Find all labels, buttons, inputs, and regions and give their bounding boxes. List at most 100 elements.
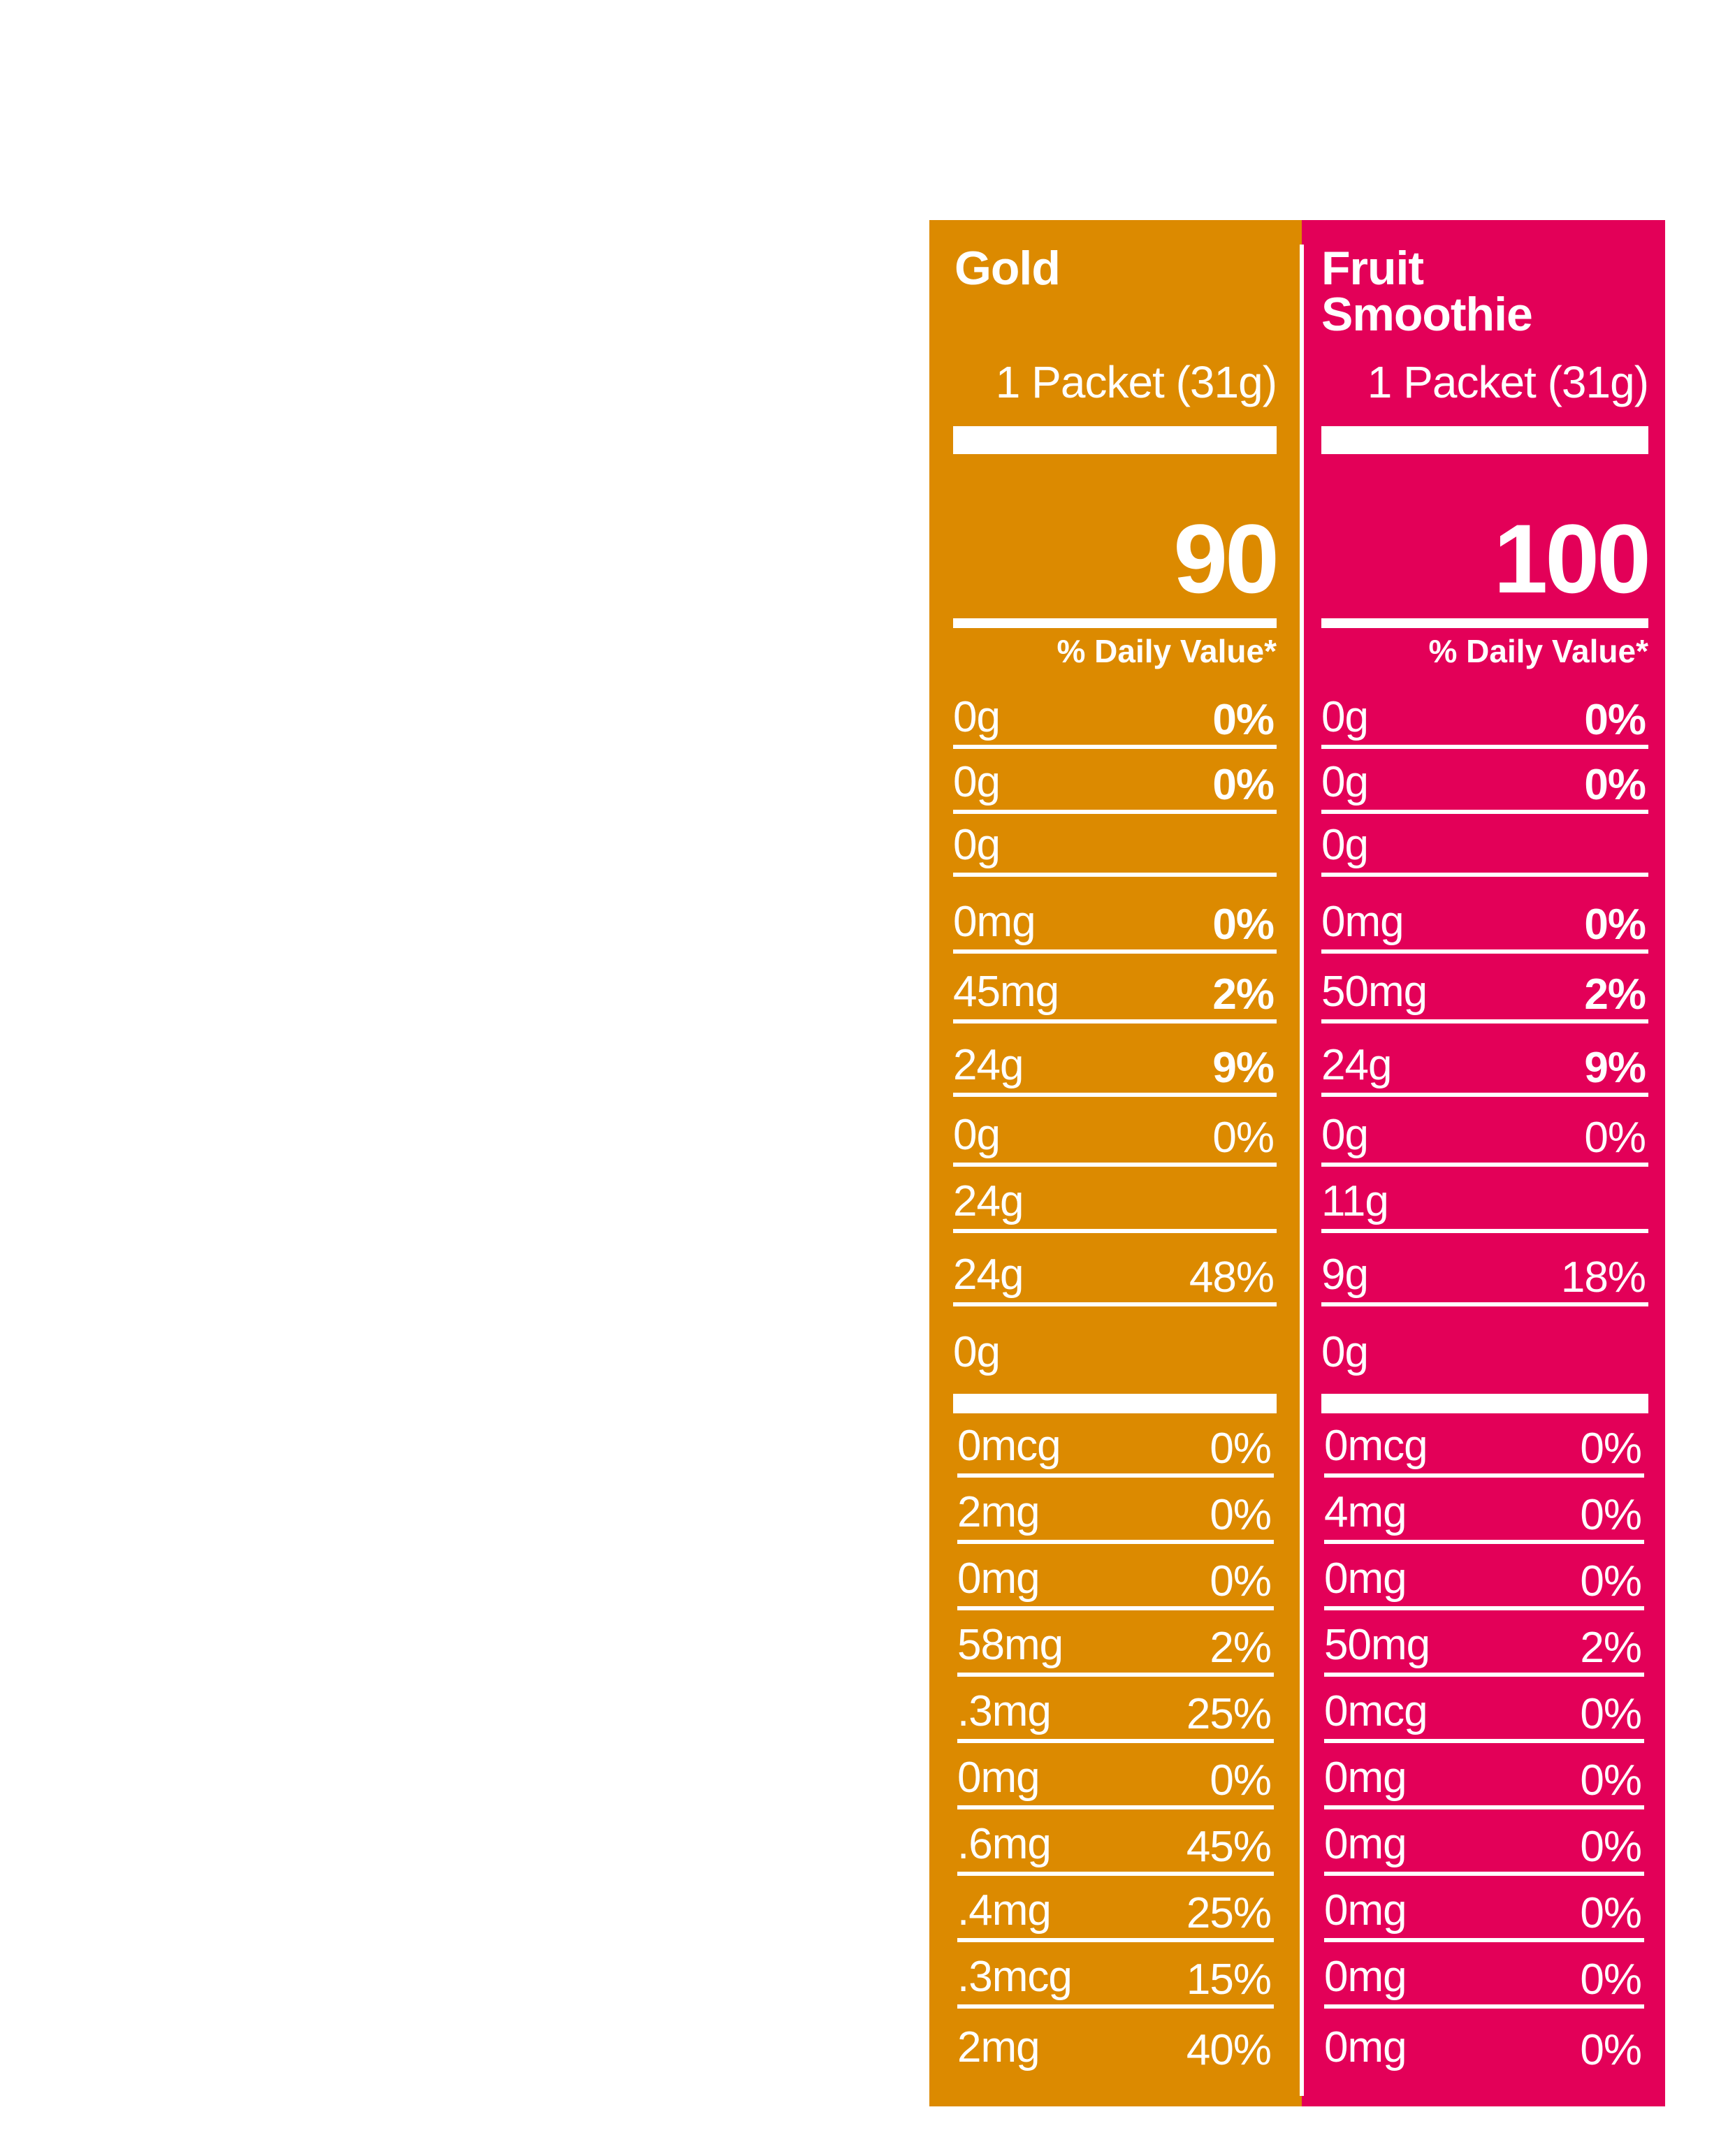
nutrient-amount: 0mg — [1321, 898, 1404, 946]
serving-size: 1 Packet (31g) — [1367, 357, 1649, 407]
vitamin-mineral-row: 0mcg 0% — [957, 1415, 1274, 1478]
nutrient-amount: 0g — [1321, 1111, 1369, 1159]
nutrient-row: 0g 0% — [1321, 685, 1648, 749]
nutrient-daily-value: 0% — [1584, 901, 1646, 949]
vitamin-mineral-row: .3mcg 15% — [957, 1946, 1274, 2009]
vitamin-mineral-row: 4mg 0% — [1324, 1481, 1644, 1544]
nutrient-daily-value: 0% — [1584, 761, 1646, 809]
nutrient-row: 45mg 2% — [953, 957, 1277, 1024]
nutrient-daily-value: 0% — [1584, 696, 1646, 744]
vitamin-mineral-amount: 0mcg — [957, 1422, 1061, 1470]
vitamin-mineral-row: 0mg 0% — [957, 1547, 1274, 1610]
product-title: Gold — [954, 242, 1061, 295]
nutrient-amount: 45mg — [953, 968, 1059, 1016]
vitamin-mineral-daily-value: 0% — [1580, 1756, 1642, 1805]
nutrient-amount: 0g — [1321, 758, 1369, 806]
nutrient-row: 0g 0% — [953, 685, 1277, 749]
nutrient-row: 0g — [1321, 1313, 1648, 1380]
vitamin-mineral-daily-value: 0% — [1210, 1491, 1272, 1539]
vitamin-mineral-row: 0mg 0% — [1324, 1879, 1644, 1942]
medium-rule — [953, 618, 1277, 628]
vitamin-mineral-daily-value: 25% — [1186, 1690, 1272, 1738]
vitamin-mineral-amount: 0mg — [957, 1554, 1040, 1603]
vitamin-mineral-row: 0mg 0% — [1324, 1747, 1644, 1809]
calories-value: 90 — [1173, 504, 1279, 613]
nutrient-daily-value: 0% — [1212, 696, 1275, 744]
nutrient-row: 0g — [1321, 813, 1648, 877]
vitamin-mineral-daily-value: 25% — [1186, 1889, 1272, 1937]
nutrient-row: 24g 9% — [953, 1030, 1277, 1097]
vitamin-mineral-row: 0mcg 0% — [1324, 1680, 1644, 1743]
nutrient-amount: 24g — [953, 1251, 1024, 1299]
nutrient-row: 11g — [1321, 1167, 1648, 1233]
vitamin-mineral-amount: 0mg — [1324, 1754, 1407, 1802]
vitamin-mineral-amount: .3mg — [957, 1687, 1052, 1735]
vitamins-separator-rule — [1321, 1394, 1648, 1413]
nutrient-amount: 11g — [1321, 1177, 1389, 1225]
vitamin-mineral-amount: .4mg — [957, 1886, 1052, 1935]
nutrient-amount: 0mg — [953, 898, 1036, 946]
nutrient-row: 24g 48% — [953, 1240, 1277, 1306]
vitamin-mineral-amount: 4mg — [1324, 1488, 1407, 1536]
vitamin-mineral-row: 2mg 0% — [957, 1481, 1274, 1544]
nutrient-amount: 0g — [953, 1111, 1001, 1159]
vitamin-mineral-daily-value: 45% — [1186, 1823, 1272, 1871]
nutrient-row: 9g 18% — [1321, 1240, 1648, 1306]
vitamin-mineral-daily-value: 0% — [1580, 1955, 1642, 2004]
vitamin-mineral-row: 0mg 0% — [1324, 2012, 1644, 2075]
vitamin-mineral-amount: 0mcg — [1324, 1687, 1428, 1735]
nutrient-daily-value: 0% — [1212, 1114, 1275, 1162]
nutrient-amount: 0g — [1321, 821, 1369, 869]
vitamin-mineral-amount: .6mg — [957, 1820, 1052, 1868]
vitamins-separator-rule — [953, 1394, 1277, 1413]
vitamin-mineral-amount: 50mg — [1324, 1621, 1430, 1669]
vitamin-mineral-row: 50mg 2% — [1324, 1614, 1644, 1677]
vitamin-mineral-row: 0mcg 0% — [1324, 1415, 1644, 1478]
thick-rule — [1321, 426, 1648, 454]
vitamin-mineral-daily-value: 15% — [1186, 1955, 1272, 2004]
vitamin-mineral-daily-value: 2% — [1580, 1624, 1642, 1672]
vitamin-mineral-row: 2mg 40% — [957, 2012, 1274, 2075]
nutrient-amount: 0g — [953, 758, 1001, 806]
vitamin-mineral-amount: 0mg — [1324, 1953, 1407, 2001]
nutrient-daily-value: 2% — [1584, 970, 1646, 1019]
nutrient-row: 24g 9% — [1321, 1030, 1648, 1097]
nutrient-daily-value: 0% — [1212, 761, 1275, 809]
vitamin-mineral-daily-value: 0% — [1580, 1690, 1642, 1738]
nutrient-daily-value: 0% — [1212, 901, 1275, 949]
nutrient-row: 0g 0% — [1321, 1100, 1648, 1167]
vitamin-mineral-daily-value: 2% — [1210, 1624, 1272, 1672]
nutrient-daily-value: 9% — [1584, 1044, 1646, 1092]
nutrient-row: 0mg 0% — [953, 884, 1277, 954]
nutrient-amount: 24g — [953, 1177, 1024, 1225]
vitamin-mineral-daily-value: 0% — [1580, 1491, 1642, 1539]
vitamin-mineral-daily-value: 0% — [1580, 1425, 1642, 1473]
gold-column: Gold 1 Packet (31g) 90% Daily Value* 0g 0% 0g… — [929, 220, 1302, 2106]
product-title: Fruit Smoothie — [1321, 245, 1533, 341]
nutrient-amount: 24g — [953, 1041, 1024, 1089]
vitamin-mineral-amount: 0mg — [1324, 1820, 1407, 1868]
vitamin-mineral-daily-value: 40% — [1186, 2026, 1272, 2074]
nutrient-amount: 0g — [1321, 693, 1369, 741]
product-title-line: Gold — [954, 242, 1061, 295]
vitamin-mineral-row: .6mg 45% — [957, 1813, 1274, 1876]
nutrient-row: 0g 0% — [1321, 750, 1648, 814]
nutrient-row: 0mg 0% — [1321, 884, 1648, 954]
nutrient-daily-value: 0% — [1584, 1114, 1646, 1162]
product-title-line: Smoothie — [1321, 288, 1533, 341]
nutrient-daily-value: 2% — [1212, 970, 1275, 1019]
vitamin-mineral-row: 0mg 0% — [1324, 1547, 1644, 1610]
nutrient-amount: 9g — [1321, 1251, 1369, 1299]
daily-value-header: % Daily Value* — [1057, 633, 1277, 669]
vitamin-mineral-amount: 0mg — [957, 1754, 1040, 1802]
vitamin-mineral-daily-value: 0% — [1580, 1823, 1642, 1871]
vitamin-mineral-daily-value: 0% — [1580, 2026, 1642, 2074]
nutrient-row: 0g 0% — [953, 1100, 1277, 1167]
nutrient-daily-value: 48% — [1189, 1253, 1275, 1302]
column-divider — [1300, 245, 1304, 2096]
vitamin-mineral-amount: 0mcg — [1324, 1422, 1428, 1470]
daily-value-header: % Daily Value* — [1428, 633, 1649, 669]
vitamin-mineral-daily-value: 0% — [1210, 1756, 1272, 1805]
vitamin-mineral-amount: .3mcg — [957, 1953, 1073, 2001]
nutrient-daily-value: 9% — [1212, 1044, 1275, 1092]
